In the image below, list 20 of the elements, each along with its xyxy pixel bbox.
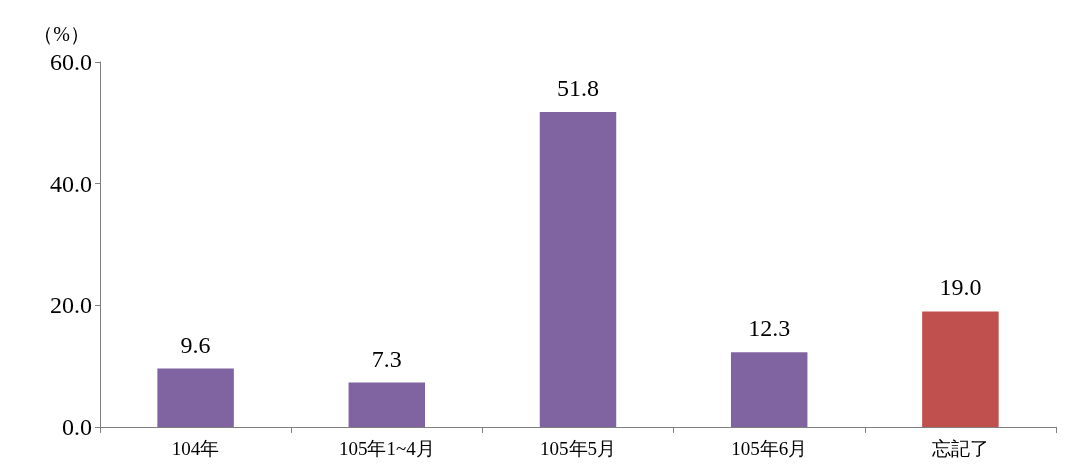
x-tick-label: 105年6月: [731, 438, 808, 459]
x-tick-label: 104年: [171, 438, 220, 459]
data-label: 19.0: [939, 274, 982, 301]
data-label: 7.3: [371, 345, 402, 372]
data-label: 51.8: [557, 74, 599, 101]
x-tick-label: 105年1~4月: [338, 438, 435, 459]
data-label: 9.6: [180, 331, 211, 358]
bar: [730, 352, 808, 427]
y-tick-label: 60.0: [50, 49, 92, 75]
bar: [539, 111, 617, 427]
y-axis-title: （%）: [33, 23, 90, 45]
data-label: 12.3: [748, 315, 791, 342]
y-tick-label: 0.0: [62, 414, 92, 440]
y-tick-label: 20.0: [50, 292, 92, 319]
bar: [922, 311, 999, 427]
x-tick-label: 105年5月: [540, 438, 616, 459]
y-tick-label: 40.0: [50, 170, 92, 197]
x-tick-label: 忘記了: [931, 438, 989, 459]
bar: [157, 368, 234, 427]
bar: [348, 382, 426, 427]
